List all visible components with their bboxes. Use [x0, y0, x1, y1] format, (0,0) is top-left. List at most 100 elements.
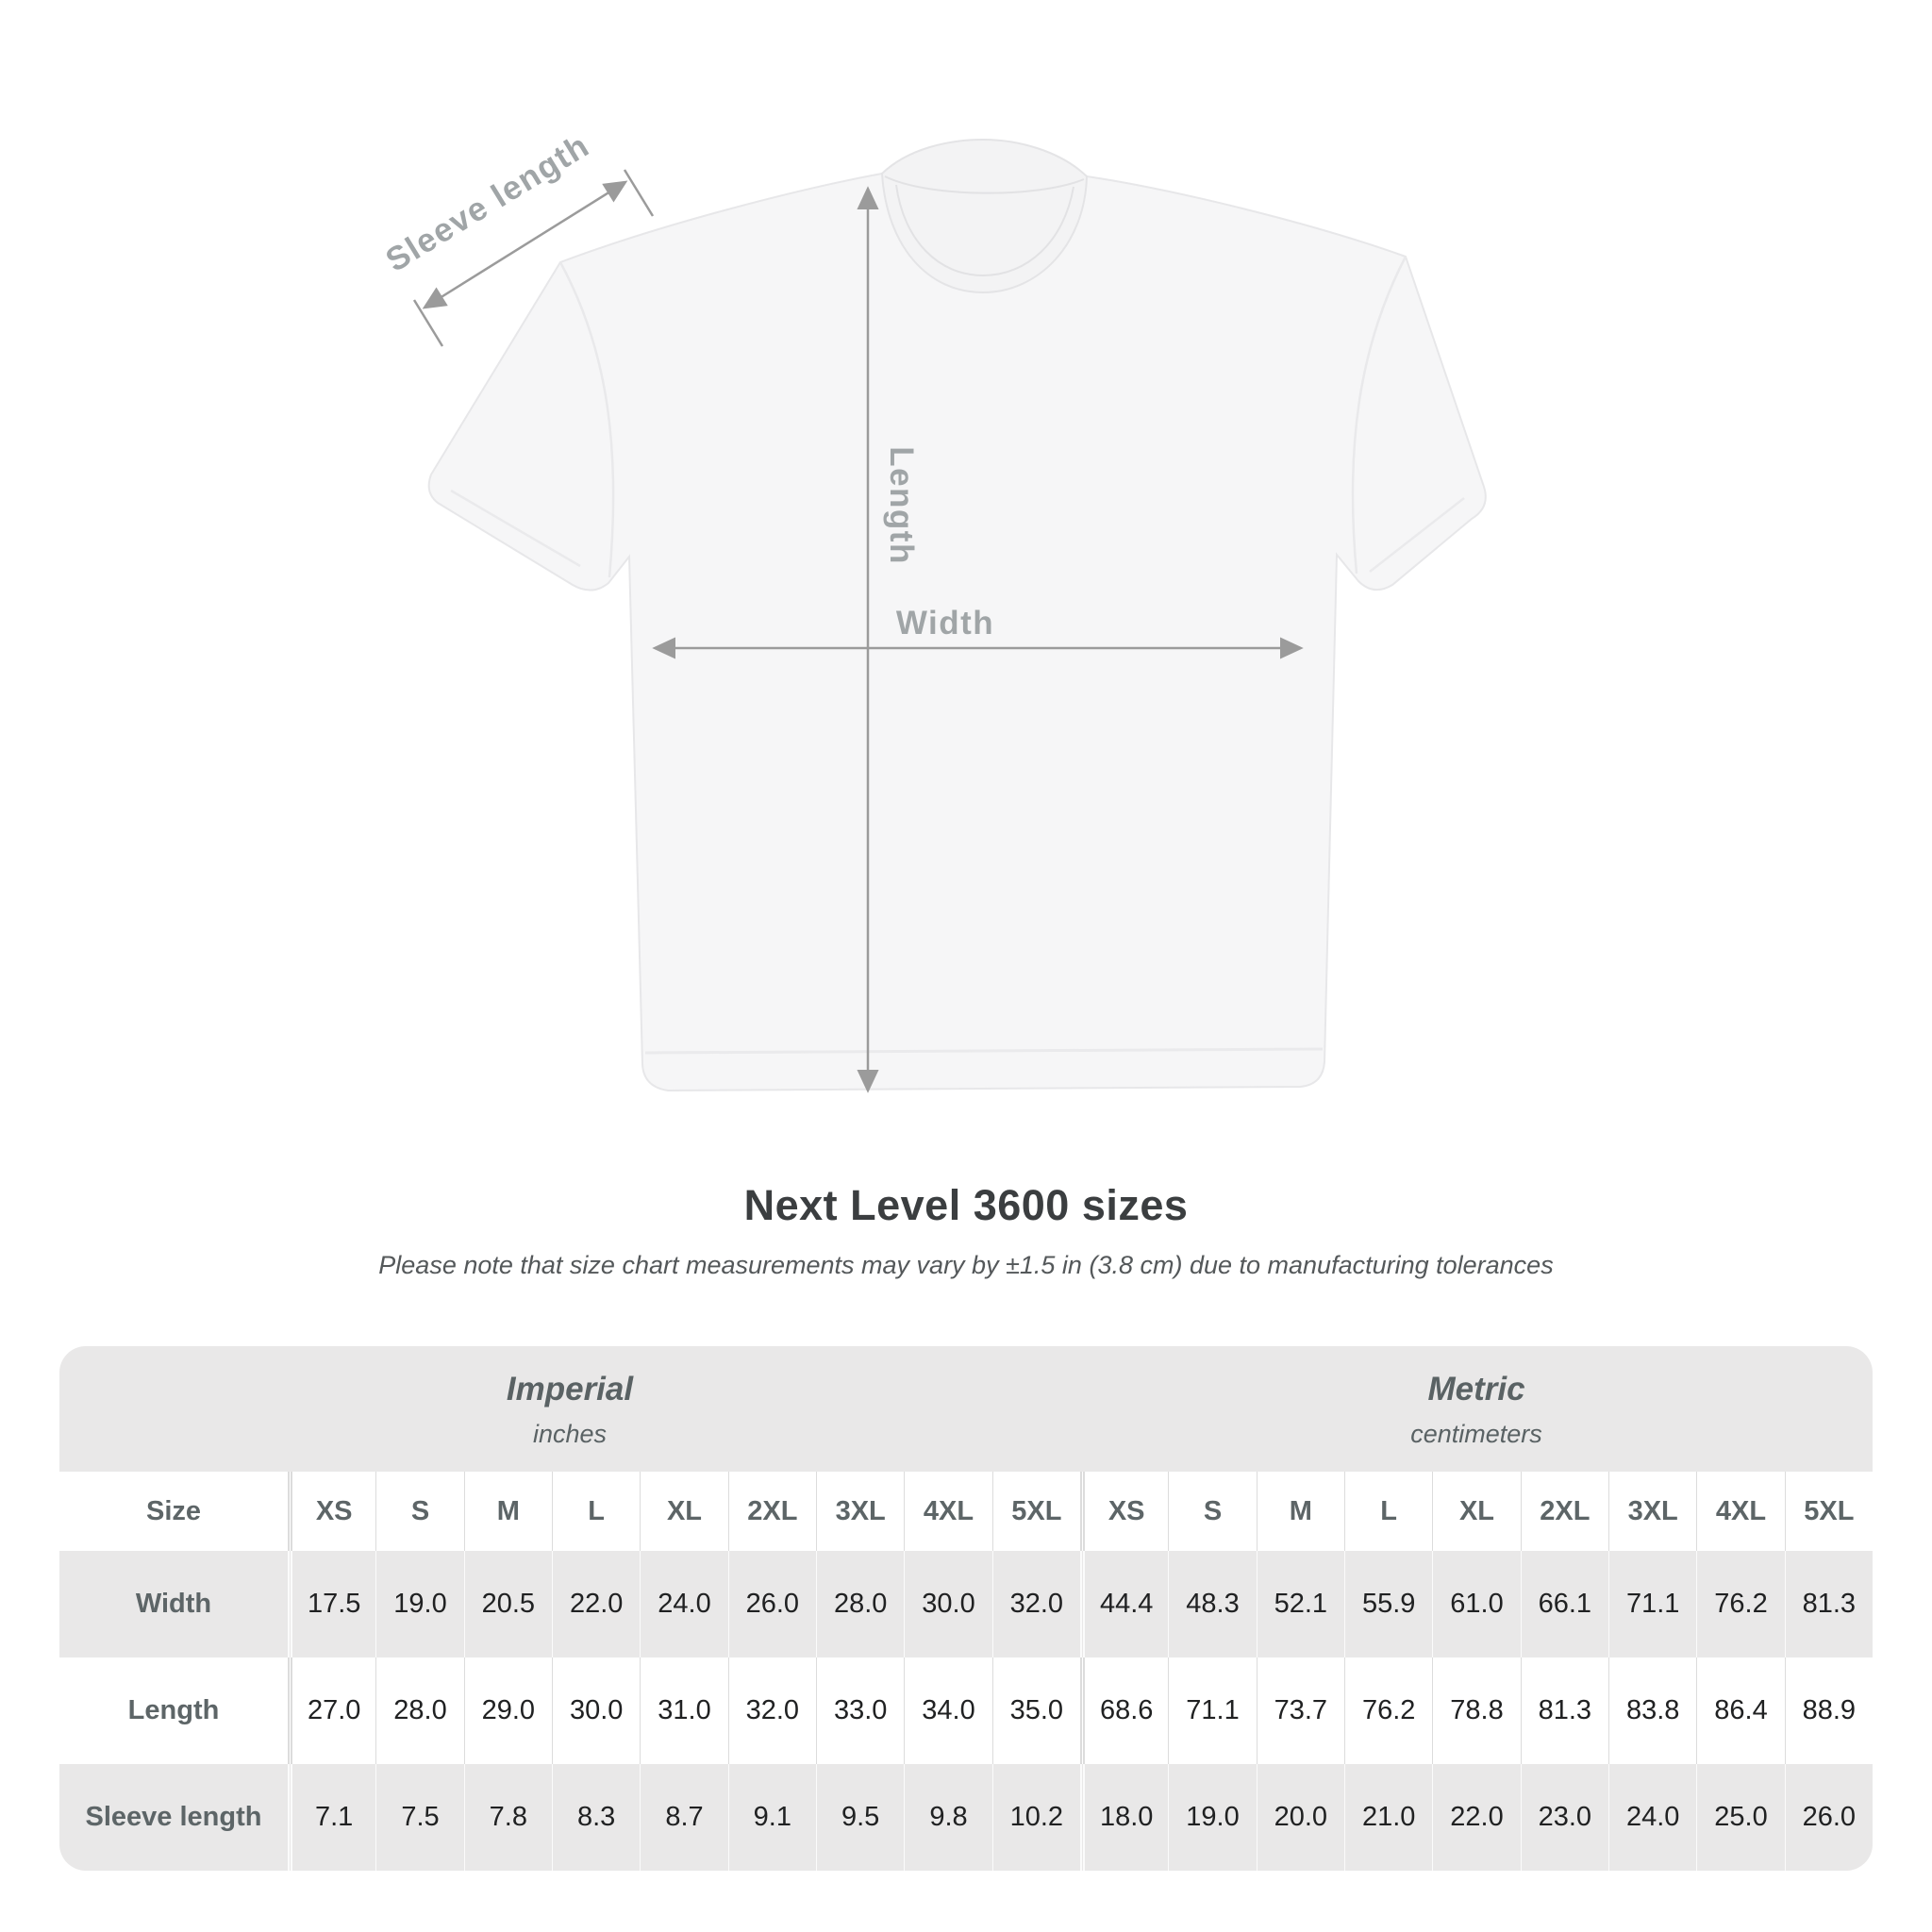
table-cell: 9.5 [816, 1764, 904, 1871]
collar-inner-seam [895, 184, 1074, 277]
table-cell: 35.0 [991, 1657, 1080, 1764]
table-row-length: Length 27.0 28.0 29.0 30.0 31.0 32.0 33.… [59, 1657, 1873, 1764]
table-cell: 9.1 [727, 1764, 816, 1871]
table-cell: 7.8 [463, 1764, 552, 1871]
size-header: 4XL [1696, 1472, 1784, 1551]
table-cell: 83.8 [1608, 1657, 1696, 1764]
tshirt-graphic [427, 138, 1487, 1092]
table-cell: 22.0 [1432, 1764, 1520, 1871]
size-header: 5XL [991, 1472, 1080, 1551]
table-cell: 73.7 [1256, 1657, 1344, 1764]
imperial-section-header: Imperial inches [59, 1346, 1080, 1472]
metric-section-header: Metric centimeters [1080, 1346, 1873, 1472]
table-cell: 28.0 [816, 1551, 904, 1657]
table-cell: 25.0 [1696, 1764, 1784, 1871]
table-cell: 27.0 [288, 1657, 375, 1764]
table-cell: 29.0 [463, 1657, 552, 1764]
size-header: M [1256, 1472, 1344, 1551]
table-cell: 32.0 [991, 1551, 1080, 1657]
table-cell: 76.2 [1696, 1551, 1784, 1657]
size-header: 3XL [1608, 1472, 1696, 1551]
table-cell: 20.5 [463, 1551, 552, 1657]
table-cell: 81.3 [1520, 1657, 1608, 1764]
table-cell: 18.0 [1080, 1764, 1168, 1871]
table-cell: 81.3 [1784, 1551, 1873, 1657]
metric-label: Metric [1427, 1371, 1525, 1407]
page-title: Next Level 3600 sizes [743, 1181, 1189, 1229]
table-cell: 19.0 [1168, 1764, 1256, 1871]
imperial-unit-label: inches [532, 1420, 608, 1448]
size-header: S [1168, 1472, 1256, 1551]
table-cell: 88.9 [1784, 1657, 1873, 1764]
size-header: 2XL [727, 1472, 816, 1551]
size-column-header: Size [145, 1495, 202, 1526]
table-cell: 52.1 [1256, 1551, 1344, 1657]
table-cell: 17.5 [288, 1551, 375, 1657]
table-cell: 76.2 [1344, 1657, 1432, 1764]
table-cell: 68.6 [1080, 1657, 1168, 1764]
row-label: Length [127, 1695, 220, 1725]
dimension-arrows [412, 169, 1304, 1093]
unit-header-band: Imperial inches Metric centimeters [59, 1346, 1873, 1472]
table-cell: 9.8 [904, 1764, 991, 1871]
table-row-sleeve-length: Sleeve length 7.1 7.5 7.8 8.3 8.7 9.1 9.… [59, 1764, 1873, 1871]
size-header: L [552, 1472, 640, 1551]
table-cell: 48.3 [1168, 1551, 1256, 1657]
table-cell: 8.3 [552, 1764, 640, 1871]
sleeve-arrow-tick-top [623, 169, 655, 217]
table-cell: 24.0 [640, 1551, 727, 1657]
size-header: XS [288, 1472, 375, 1551]
table-cell: 10.2 [991, 1764, 1080, 1871]
size-table: Imperial inches Metric centimeters Size … [59, 1346, 1873, 1871]
hem-seam [644, 1047, 1324, 1055]
table-cell: 19.0 [375, 1551, 463, 1657]
table-cell: 30.0 [904, 1551, 991, 1657]
right-cuff-seam [1369, 497, 1465, 573]
size-header: 2XL [1520, 1472, 1608, 1551]
right-armhole-seam [1351, 256, 1407, 575]
size-header: XS [1080, 1472, 1168, 1551]
table-cell: 7.1 [288, 1764, 375, 1871]
table-cell: 21.0 [1344, 1764, 1432, 1871]
table-cell: 33.0 [816, 1657, 904, 1764]
table-cell: 30.0 [552, 1657, 640, 1764]
size-header: S [375, 1472, 463, 1551]
table-cell: 22.0 [552, 1551, 640, 1657]
table-row-width: Width 17.5 19.0 20.5 22.0 24.0 26.0 28.0… [59, 1551, 1873, 1657]
size-header: L [1344, 1472, 1432, 1551]
metric-unit-label: centimeters [1410, 1420, 1542, 1448]
size-header-row: Size XS S M L XL 2XL 3XL 4XL 5XL XS S M … [59, 1472, 1873, 1551]
table-cell: 26.0 [1784, 1764, 1873, 1871]
size-header: XL [640, 1472, 727, 1551]
table-cell: 86.4 [1696, 1657, 1784, 1764]
length-label: Length [883, 446, 920, 565]
row-label: Sleeve length [85, 1802, 262, 1832]
table-cell: 26.0 [727, 1551, 816, 1657]
table-cell: 24.0 [1608, 1764, 1696, 1871]
table-cell: 55.9 [1344, 1551, 1432, 1657]
imperial-label: Imperial [506, 1371, 634, 1407]
size-header: 5XL [1784, 1472, 1873, 1551]
tshirt-body [427, 151, 1487, 1092]
table-cell: 31.0 [640, 1657, 727, 1764]
tshirt-collar [880, 138, 1089, 294]
table-cell: 8.7 [640, 1764, 727, 1871]
size-header: 4XL [904, 1472, 991, 1551]
left-cuff-seam [450, 489, 581, 568]
size-header: 3XL [816, 1472, 904, 1551]
size-header: M [463, 1472, 552, 1551]
table-cell: 78.8 [1432, 1657, 1520, 1764]
table-cell: 7.5 [375, 1764, 463, 1871]
table-cell: 32.0 [727, 1657, 816, 1764]
width-label: Width [896, 605, 994, 641]
table-cell: 44.4 [1080, 1551, 1168, 1657]
table-cell: 61.0 [1432, 1551, 1520, 1657]
table-cell: 20.0 [1256, 1764, 1344, 1871]
table-cell: 71.1 [1608, 1551, 1696, 1657]
table-cell: 28.0 [375, 1657, 463, 1764]
collar-back-seam [884, 175, 1085, 194]
sleeve-length-label: Sleeve length [379, 127, 595, 279]
table-cell: 71.1 [1168, 1657, 1256, 1764]
table-cell: 66.1 [1520, 1551, 1608, 1657]
